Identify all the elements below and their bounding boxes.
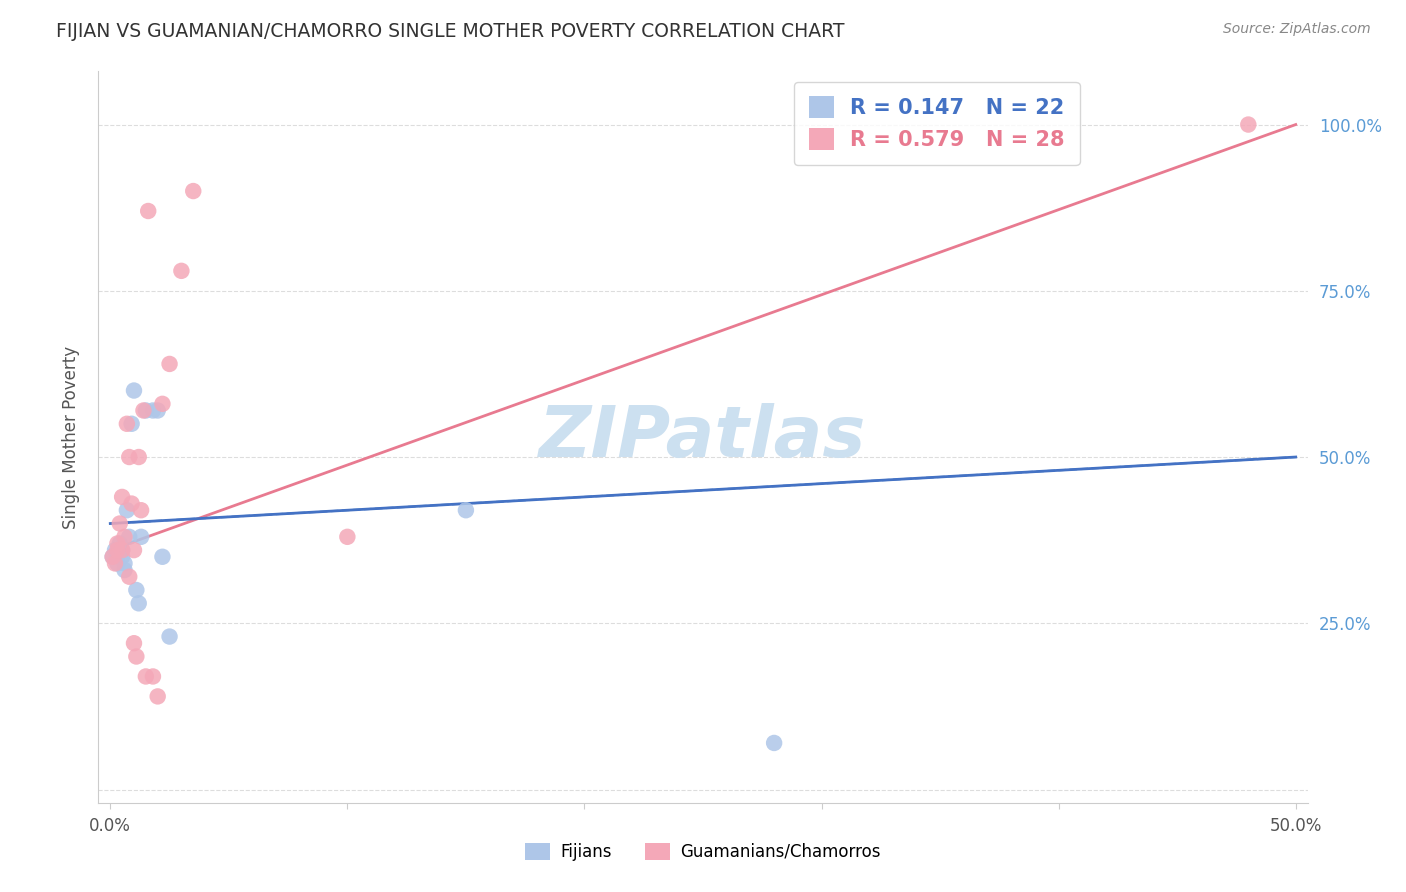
- Point: [121, 417, 143, 431]
- Point: [129, 530, 152, 544]
- Text: ZIPatlas: ZIPatlas: [540, 402, 866, 472]
- Point: [108, 516, 131, 531]
- Point: [159, 357, 181, 371]
- Point: [105, 536, 128, 550]
- Point: [129, 503, 152, 517]
- Point: [142, 403, 165, 417]
- Point: [128, 450, 150, 464]
- Text: Source: ZipAtlas.com: Source: ZipAtlas.com: [1223, 22, 1371, 37]
- Point: [111, 490, 134, 504]
- Text: FIJIAN VS GUAMANIAN/CHAMORRO SINGLE MOTHER POVERTY CORRELATION CHART: FIJIAN VS GUAMANIAN/CHAMORRO SINGLE MOTH…: [56, 22, 845, 41]
- Point: [125, 649, 148, 664]
- Point: [115, 417, 138, 431]
- Point: [115, 503, 138, 517]
- Point: [159, 630, 181, 644]
- Point: [101, 549, 124, 564]
- Point: [152, 397, 174, 411]
- Point: [111, 543, 134, 558]
- Point: [170, 264, 193, 278]
- Point: [104, 543, 127, 558]
- Point: [763, 736, 786, 750]
- Point: [114, 557, 136, 571]
- Point: [181, 184, 204, 198]
- Point: [336, 530, 359, 544]
- Point: [146, 690, 169, 704]
- Point: [104, 557, 127, 571]
- Point: [105, 543, 128, 558]
- Point: [121, 497, 143, 511]
- Point: [114, 530, 136, 544]
- Legend: Fijians, Guamanians/Chamorros: Fijians, Guamanians/Chamorros: [519, 836, 887, 868]
- Point: [146, 403, 169, 417]
- Point: [122, 543, 145, 558]
- Point: [135, 669, 157, 683]
- Point: [132, 403, 155, 417]
- Point: [105, 557, 128, 571]
- Point: [118, 450, 141, 464]
- Point: [122, 636, 145, 650]
- Point: [125, 582, 148, 597]
- Point: [114, 563, 136, 577]
- Point: [111, 549, 134, 564]
- Point: [1237, 118, 1260, 132]
- Point: [128, 596, 150, 610]
- Point: [118, 570, 141, 584]
- Point: [454, 503, 477, 517]
- Point: [142, 669, 165, 683]
- Y-axis label: Single Mother Poverty: Single Mother Poverty: [62, 345, 80, 529]
- Point: [152, 549, 174, 564]
- Point: [108, 536, 131, 550]
- Point: [136, 204, 159, 219]
- Point: [118, 530, 141, 544]
- Point: [101, 549, 124, 564]
- Point: [122, 384, 145, 398]
- Point: [111, 543, 134, 558]
- Point: [135, 403, 157, 417]
